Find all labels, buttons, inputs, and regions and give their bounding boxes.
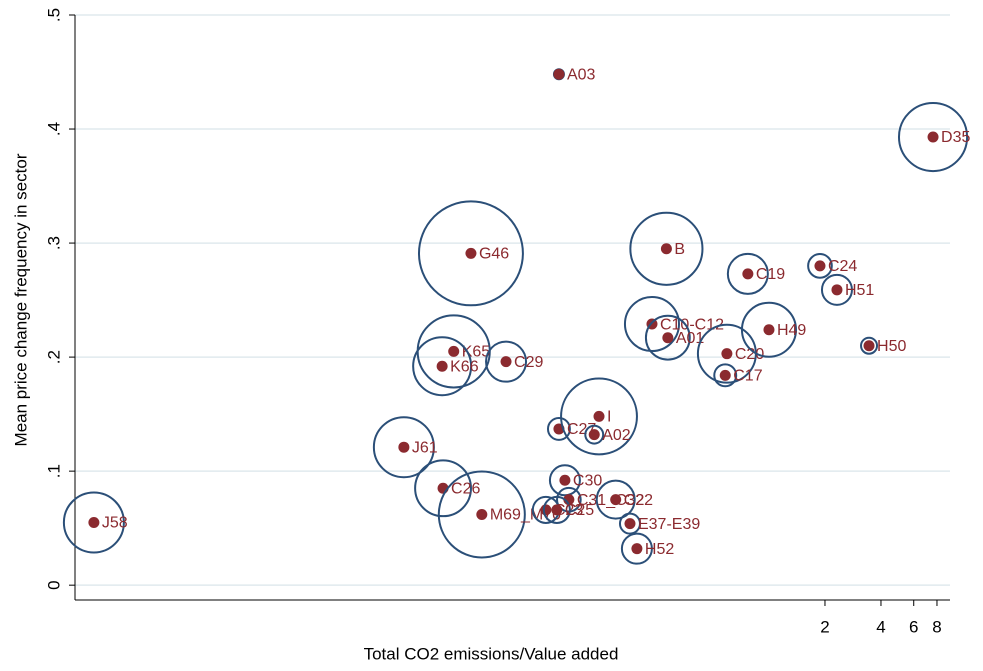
point-label: H50 (877, 338, 906, 355)
y-tick-label: .2 (44, 350, 63, 364)
bubble (412, 336, 473, 397)
point-label: G46 (479, 246, 509, 263)
point (624, 518, 636, 530)
y-tick-label: .1 (44, 464, 63, 478)
point-label: E37-E39 (638, 516, 700, 533)
bubble (713, 363, 738, 388)
point-label: I (607, 409, 611, 426)
y-axis-label: Mean price change frequency in sector (11, 153, 30, 446)
bubble (546, 416, 571, 441)
point (88, 516, 100, 528)
bubble (629, 211, 704, 286)
bubble (584, 424, 605, 445)
point (721, 348, 733, 360)
y-tick-label: .4 (44, 122, 63, 136)
point (500, 356, 512, 368)
point (588, 429, 600, 441)
point (814, 260, 826, 272)
point-label: A01 (676, 330, 705, 347)
point (631, 543, 643, 555)
point-label: C17 (733, 368, 762, 385)
point (551, 504, 563, 516)
point-label: B (674, 241, 685, 258)
bubble (807, 253, 833, 279)
point-label: A02 (602, 427, 631, 444)
point-label: H51 (845, 282, 874, 299)
point (540, 504, 552, 516)
bubble (62, 491, 125, 554)
point-label: D35 (941, 129, 970, 146)
bubble (726, 252, 769, 295)
point (719, 369, 731, 381)
point (436, 360, 448, 372)
x-tick-label: 8 (932, 617, 941, 636)
point (398, 441, 410, 453)
bubble (542, 495, 571, 524)
x-tick-label: 4 (876, 617, 885, 636)
point-label: C19 (756, 266, 785, 283)
point-label: J61 (412, 439, 438, 456)
bubble (560, 377, 638, 456)
point-label: C22 (624, 492, 653, 509)
point-label: C24 (828, 258, 857, 275)
point (465, 247, 477, 259)
point (742, 268, 754, 280)
bubble (437, 470, 526, 559)
point (553, 68, 565, 80)
bubble (417, 200, 524, 307)
point-label: C29 (514, 354, 543, 371)
point (563, 494, 575, 506)
point (863, 340, 875, 352)
point-label: J58 (102, 515, 128, 532)
bubble (618, 512, 641, 535)
point-label: C25 (565, 502, 594, 519)
point (610, 494, 622, 506)
point-label: H49 (777, 322, 806, 339)
point (559, 474, 571, 486)
bubble (595, 479, 636, 520)
point (448, 345, 460, 357)
bubble (740, 301, 797, 358)
y-tick-label: .5 (44, 8, 63, 22)
point (593, 410, 605, 422)
x-tick-label: 6 (909, 617, 918, 636)
point-label: C20 (735, 346, 764, 363)
bubble (372, 416, 435, 479)
point-label: A03 (567, 67, 596, 84)
point (763, 324, 775, 336)
bubble (897, 101, 969, 173)
bubble (820, 273, 853, 306)
y-tick-label: .3 (44, 236, 63, 250)
bubble (620, 532, 653, 565)
point-label: C30 (573, 472, 602, 489)
bubble (860, 336, 879, 355)
point (660, 243, 672, 255)
point-label: K66 (450, 358, 479, 375)
x-axis-label: Total CO2 emissions/Value added (364, 644, 619, 663)
bubble (623, 296, 680, 353)
bubble (414, 459, 472, 518)
x-tick-label: 2 (820, 617, 829, 636)
point (662, 332, 674, 344)
point (831, 284, 843, 296)
point-label: C23 (554, 502, 583, 519)
bubble (548, 464, 581, 497)
bubble (644, 314, 691, 361)
bubble (485, 340, 528, 383)
y-tick-label: 0 (44, 580, 63, 589)
point-label: C26 (451, 480, 480, 497)
point-label: C10-C12 (660, 316, 724, 333)
point-label: H52 (645, 541, 674, 558)
point (927, 131, 939, 143)
point (476, 508, 488, 520)
